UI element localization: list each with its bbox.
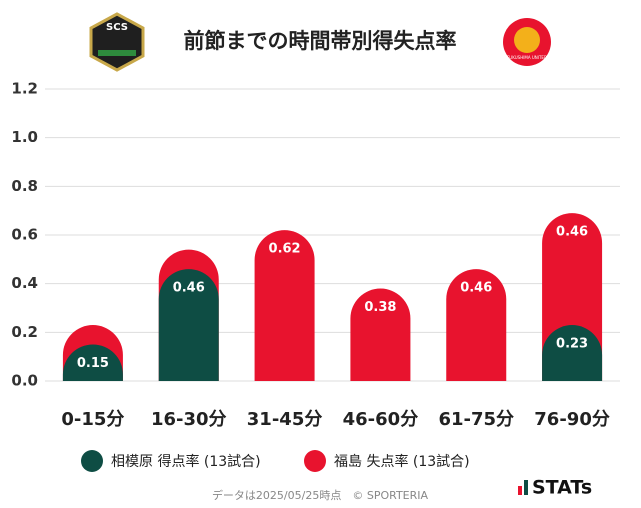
away-logo: FUKUSHIMA UNITED xyxy=(503,18,551,66)
x-tick-label: 31-45分 xyxy=(247,409,323,430)
bar xyxy=(446,269,507,381)
data-label: 0.46 xyxy=(460,281,492,296)
legend-label: 相模原 得点率 (13試合) xyxy=(111,453,261,470)
legend-swatch xyxy=(81,450,103,472)
data-label: 0.23 xyxy=(556,337,588,352)
x-tick-label: 0-15分 xyxy=(61,409,124,430)
bar xyxy=(158,269,219,381)
brand: STATs xyxy=(532,477,592,499)
brand-bar xyxy=(518,486,522,495)
data-label: 0.46 xyxy=(556,225,588,240)
logo-stripe xyxy=(98,50,136,56)
logo-text: FUKUSHIMA UNITED xyxy=(507,55,547,60)
legend-swatch xyxy=(304,450,326,472)
bar xyxy=(542,325,603,381)
x-tick-label: 61-75分 xyxy=(438,409,514,430)
footer: データは2025/05/25時点 © SPORTERIA xyxy=(212,488,429,502)
plot: 0.0 0.2 0.4 0.6 0.8 1.0 1.2 0-15分 0.15 16-30分 0.46… xyxy=(11,80,620,472)
legend-label: 福島 失点率 (13試合) xyxy=(334,453,470,470)
y-tick-label: 1.0 xyxy=(11,128,38,146)
bar xyxy=(254,230,315,381)
y-tick-label: 0.2 xyxy=(11,323,38,341)
x-tick-label: 76-90分 xyxy=(534,409,610,430)
data-label: 0.46 xyxy=(173,281,205,296)
y-tick-label: 0.8 xyxy=(11,177,38,195)
y-tick-label: 0.4 xyxy=(11,274,38,292)
brand-bar xyxy=(524,480,528,495)
chart-title: 前節までの時間帯別得失点率 xyxy=(184,29,457,53)
logo-shape xyxy=(514,27,540,53)
data-label: 0.15 xyxy=(77,356,109,371)
y-tick-label: 0.0 xyxy=(11,372,38,390)
bar xyxy=(62,344,123,381)
y-tick-label: 0.6 xyxy=(11,226,38,244)
x-tick-label: 16-30分 xyxy=(151,409,227,430)
data-label: 0.62 xyxy=(269,242,301,257)
y-tick-label: 1.2 xyxy=(11,80,38,98)
home-logo: SCS xyxy=(89,12,145,72)
bar xyxy=(350,288,411,381)
brand-logo: STATs xyxy=(518,477,592,499)
data-label: 0.38 xyxy=(364,300,396,315)
x-tick-label: 46-60分 xyxy=(343,409,419,430)
logo-text: SCS xyxy=(106,22,128,33)
